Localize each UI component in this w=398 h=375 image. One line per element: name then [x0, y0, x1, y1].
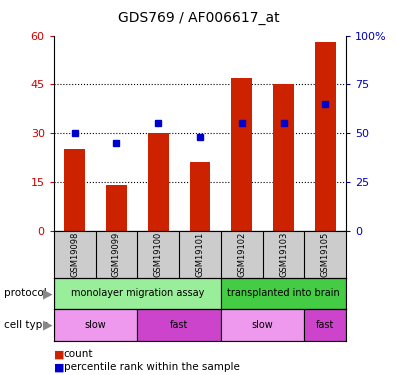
Text: percentile rank within the sample: percentile rank within the sample [64, 363, 240, 372]
Bar [221, 309, 304, 341]
Text: fast: fast [316, 320, 335, 330]
Bar [189, 162, 211, 231]
Text: GSM19099: GSM19099 [112, 231, 121, 277]
Text: GSM19100: GSM19100 [154, 231, 163, 277]
Bar [137, 309, 221, 341]
Text: slow: slow [252, 320, 273, 330]
Text: GSM19098: GSM19098 [70, 231, 79, 277]
Bar [148, 133, 169, 231]
Bar [273, 84, 294, 231]
Bar [231, 78, 252, 231]
Text: slow: slow [85, 320, 106, 330]
Text: transplanted into brain: transplanted into brain [227, 288, 340, 298]
Bar [304, 309, 346, 341]
Bar [54, 278, 221, 309]
Text: ▶: ▶ [43, 287, 53, 300]
Text: ▶: ▶ [43, 319, 53, 332]
Text: monolayer migration assay: monolayer migration assay [70, 288, 204, 298]
Text: GSM19101: GSM19101 [195, 231, 205, 277]
Bar [221, 278, 346, 309]
Text: GSM19103: GSM19103 [279, 231, 288, 277]
Text: ■: ■ [54, 350, 64, 359]
Text: GSM19105: GSM19105 [321, 231, 330, 277]
Text: ■: ■ [54, 363, 64, 372]
Text: fast: fast [170, 320, 188, 330]
Bar [64, 149, 85, 231]
Bar [315, 42, 336, 231]
Text: GSM19102: GSM19102 [237, 231, 246, 277]
Bar [54, 309, 137, 341]
Text: GDS769 / AF006617_at: GDS769 / AF006617_at [118, 11, 280, 25]
Text: protocol: protocol [4, 288, 47, 298]
Text: count: count [64, 350, 93, 359]
Text: cell type: cell type [4, 320, 49, 330]
Bar [106, 185, 127, 231]
